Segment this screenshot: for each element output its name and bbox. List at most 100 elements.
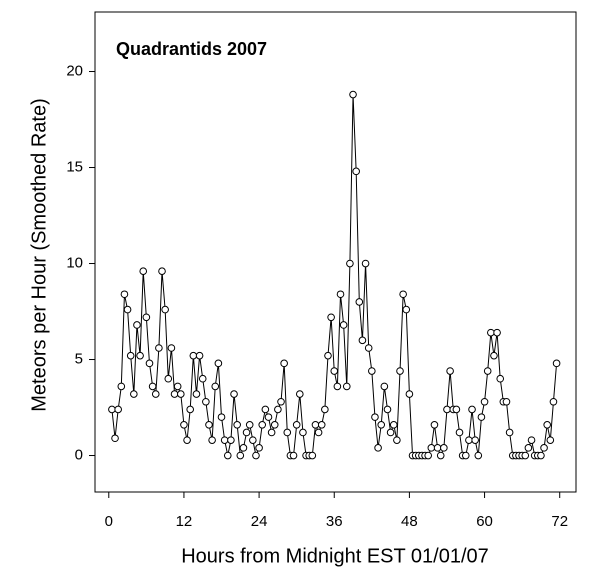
data-point xyxy=(277,397,285,406)
data-point xyxy=(267,428,276,437)
data-point xyxy=(239,444,248,452)
data-point xyxy=(296,390,304,398)
x-tick-label: 72 xyxy=(551,513,568,530)
data-point xyxy=(205,421,213,429)
data-point xyxy=(195,351,204,360)
data-point xyxy=(183,436,191,444)
data-point xyxy=(227,436,235,444)
data-point xyxy=(474,451,483,460)
data-point xyxy=(386,428,395,437)
data-point xyxy=(374,444,382,452)
data-point xyxy=(158,267,166,276)
data-point xyxy=(311,421,320,429)
data-point xyxy=(217,413,226,421)
data-point xyxy=(477,413,486,421)
data-point xyxy=(371,413,379,421)
data-point xyxy=(289,451,298,460)
data-point xyxy=(133,321,141,329)
data-point xyxy=(346,259,354,268)
data-point xyxy=(261,405,270,414)
data-point xyxy=(355,298,364,306)
data-point xyxy=(446,367,454,375)
data-point xyxy=(192,390,201,398)
y-tick-label: 5 xyxy=(75,350,83,367)
data-point xyxy=(155,344,163,352)
data-point xyxy=(352,167,360,176)
chart-title: Quadrantids 2007 xyxy=(116,39,267,59)
data-point xyxy=(270,421,279,429)
data-point xyxy=(264,413,273,421)
y-tick-label: 20 xyxy=(66,62,83,79)
data-point xyxy=(487,328,495,337)
data-point xyxy=(220,436,229,444)
x-tick-label: 60 xyxy=(476,513,493,530)
data-point xyxy=(148,382,157,391)
data-point xyxy=(383,405,392,414)
data-point xyxy=(549,397,558,406)
data-point xyxy=(452,405,461,414)
data-point xyxy=(145,359,154,368)
data-point xyxy=(123,305,132,314)
data-point xyxy=(402,305,411,314)
data-point xyxy=(130,390,138,398)
data-point xyxy=(339,321,348,329)
data-point xyxy=(546,436,555,444)
data-point xyxy=(333,382,342,391)
data-point xyxy=(136,351,144,360)
data-point xyxy=(524,444,533,452)
data-point xyxy=(493,328,501,337)
data-point xyxy=(283,428,292,437)
data-point xyxy=(490,351,498,360)
data-point xyxy=(342,382,351,391)
data-point xyxy=(540,444,548,452)
data-point xyxy=(317,421,326,429)
data-point xyxy=(167,344,176,352)
data-point xyxy=(151,390,160,398)
data-point xyxy=(496,374,505,383)
data-point xyxy=(177,390,185,398)
data-point xyxy=(436,451,445,460)
plot-frame xyxy=(94,11,577,493)
data-point xyxy=(258,421,267,429)
data-point xyxy=(361,259,370,268)
x-tick-label: 48 xyxy=(401,513,418,530)
data-point xyxy=(114,405,122,414)
data-point xyxy=(327,313,335,322)
data-point xyxy=(468,405,476,414)
data-point xyxy=(126,351,135,360)
data-point xyxy=(120,290,129,299)
data-point xyxy=(245,421,254,429)
data-point xyxy=(358,336,367,345)
data-point xyxy=(443,405,451,414)
y-tick-label: 0 xyxy=(75,446,83,463)
data-point xyxy=(405,390,414,398)
data-point xyxy=(161,305,169,314)
data-point xyxy=(249,436,257,444)
y-axis-label: Meteors per Hour (Smoothed Rate) xyxy=(28,98,50,411)
data-point xyxy=(433,444,442,452)
data-point xyxy=(336,290,345,299)
data-point xyxy=(399,290,407,299)
data-point xyxy=(465,436,473,444)
data-point xyxy=(198,374,207,383)
data-point xyxy=(527,436,536,444)
data-point xyxy=(186,405,194,414)
data-point xyxy=(314,428,323,437)
data-point xyxy=(214,359,223,368)
data-point xyxy=(117,382,126,391)
data-point xyxy=(380,382,389,391)
y-tick-label: 15 xyxy=(66,158,83,175)
data-point xyxy=(139,267,148,276)
x-tick-label: 24 xyxy=(251,513,268,530)
data-point xyxy=(502,397,511,406)
data-point xyxy=(299,428,307,437)
data-point xyxy=(480,397,489,406)
x-tick-label: 12 xyxy=(176,513,193,530)
data-point xyxy=(521,451,530,460)
data-point xyxy=(230,390,238,398)
data-point xyxy=(461,451,470,460)
data-point xyxy=(505,428,514,437)
data-point xyxy=(393,436,401,444)
data-point xyxy=(552,359,561,368)
data-point xyxy=(543,421,551,429)
